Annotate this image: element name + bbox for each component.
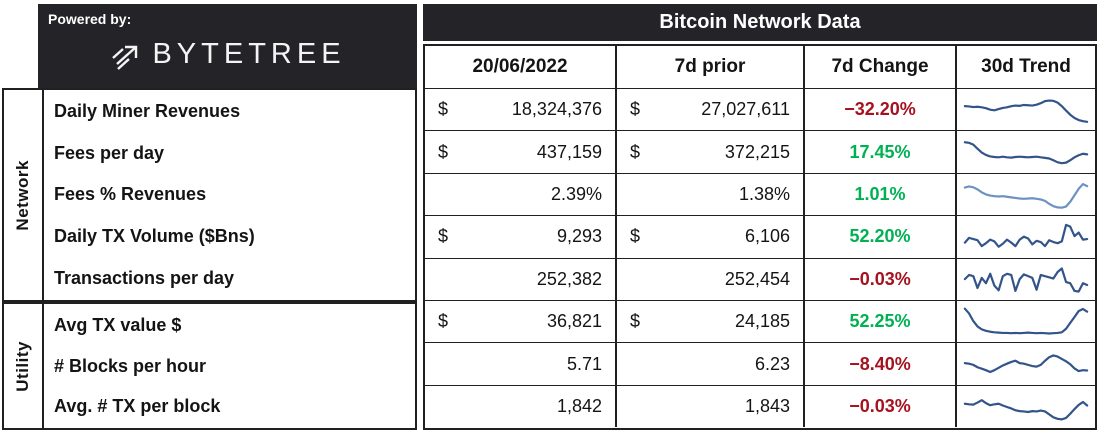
trend-cell xyxy=(955,299,1095,343)
value-number: 437,159 xyxy=(536,141,602,162)
currency-symbol: $ xyxy=(438,141,449,162)
value-number: 18,324,376 xyxy=(511,99,602,120)
column-header-date: 20/06/2022 xyxy=(472,56,568,77)
value-number: 2.39% xyxy=(550,183,602,204)
metric-label: Avg. # TX per block xyxy=(54,396,221,417)
bytetree-arrow-icon xyxy=(112,45,138,70)
currency-symbol: $ xyxy=(630,311,641,332)
change-cell: −0.03% xyxy=(803,257,955,300)
group-utility: Utility Avg TX value $ # Blocks per hour A… xyxy=(2,302,417,430)
value-cell-prior: $27,027,611 xyxy=(615,88,803,131)
change-cell: 1.01% xyxy=(803,172,955,216)
value-cell-prior: $372,215 xyxy=(615,130,803,173)
value-cell-prior: $24,185 xyxy=(615,299,803,343)
metric-label: Fees % Revenues xyxy=(54,184,207,205)
value-number: 1,843 xyxy=(744,395,790,416)
metric-label: Transactions per day xyxy=(54,267,235,288)
change-cell: 52.25% xyxy=(803,299,955,343)
trend-sparkline xyxy=(961,303,1091,340)
column-header-7d-prior: 7d prior xyxy=(615,46,803,88)
column-header-7d-change: 7d Change xyxy=(803,46,955,88)
trend-sparkline xyxy=(961,388,1091,425)
trend-sparkline xyxy=(961,133,1091,170)
trend-sparkline xyxy=(961,91,1091,128)
network-metric-labels: Daily Miner Revenues Fees per day Fees % R… xyxy=(44,90,415,300)
value-number: 252,454 xyxy=(724,268,790,289)
currency-symbol: $ xyxy=(630,99,641,120)
trend-cell xyxy=(955,257,1095,300)
trend-cell xyxy=(955,172,1095,216)
trend-sparkline xyxy=(961,261,1091,298)
trend-cell xyxy=(955,130,1095,173)
value-cell-prior: 1.38% xyxy=(615,172,803,216)
value-cell-current: $36,821 xyxy=(425,299,615,342)
value-cell-current: 252,382 xyxy=(425,257,615,300)
trend-cell xyxy=(955,88,1095,131)
value-cell-prior: 252,454 xyxy=(615,257,803,300)
value-number: 36,821 xyxy=(546,311,602,332)
value-cell-current: $437,159 xyxy=(425,130,615,172)
value-cell-prior: 1,843 xyxy=(615,384,803,428)
change-cell: 52.20% xyxy=(803,215,955,258)
value-cell-prior: 6.23 xyxy=(615,342,803,385)
trend-cell xyxy=(955,384,1095,428)
column-header-30d-trend: 30d Trend xyxy=(955,46,1095,88)
trend-cell xyxy=(955,342,1095,385)
value-cell-current: 2.39% xyxy=(425,172,615,215)
bytetree-logo-text: BYTETREE xyxy=(152,38,346,70)
powered-by-label: Powered by: xyxy=(48,11,132,27)
change-cell: −8.40% xyxy=(803,342,955,385)
table-title: Bitcoin Network Data xyxy=(423,4,1097,41)
value-number: 252,382 xyxy=(536,268,602,289)
trend-cell xyxy=(955,215,1095,258)
value-number: 27,027,611 xyxy=(701,99,790,120)
group-network: Network Daily Miner Revenues Fees per day… xyxy=(2,88,417,302)
value-number: 24,185 xyxy=(734,311,790,332)
currency-symbol: $ xyxy=(630,226,641,247)
change-cell: −0.03% xyxy=(803,384,955,428)
group-label-utility: Utility xyxy=(4,304,44,428)
value-number: 6.23 xyxy=(754,353,790,374)
value-number: 372,215 xyxy=(724,141,790,162)
currency-symbol: $ xyxy=(438,226,449,247)
value-cell-current: 5.71 xyxy=(425,342,615,384)
value-number: 9,293 xyxy=(556,226,602,247)
powered-by-panel: Powered by: BYTETREE xyxy=(38,4,417,88)
bytetree-logo: BYTETREE xyxy=(38,38,417,71)
value-cell-current: $9,293 xyxy=(425,215,615,257)
metric-label: Daily TX Volume ($Bns) xyxy=(54,226,255,247)
value-cell-prior: $6,106 xyxy=(615,215,803,258)
trend-sparkline xyxy=(961,218,1091,255)
metric-label: Daily Miner Revenues xyxy=(54,101,241,122)
value-cell-current: 1,842 xyxy=(425,384,615,427)
value-number: 1.38% xyxy=(738,183,790,204)
value-number: 6,106 xyxy=(744,226,790,247)
currency-symbol: $ xyxy=(438,311,449,332)
value-number: 1,842 xyxy=(556,395,602,416)
trend-sparkline xyxy=(961,176,1091,213)
value-number: 5.71 xyxy=(566,353,602,374)
trend-sparkline xyxy=(961,345,1091,382)
utility-metric-labels: Avg TX value $ # Blocks per hour Avg. # TX… xyxy=(44,304,415,428)
currency-symbol: $ xyxy=(438,99,449,120)
data-table: 20/06/2022 7d prior 7d Change 30d Trend … xyxy=(423,44,1097,430)
metric-label: # Blocks per hour xyxy=(54,355,207,376)
metric-label: Avg TX value $ xyxy=(54,314,182,335)
change-cell: 17.45% xyxy=(803,130,955,173)
value-cell-current: $18,324,376 xyxy=(425,88,615,130)
metric-label: Fees per day xyxy=(54,142,165,163)
group-label-network: Network xyxy=(4,90,44,300)
currency-symbol: $ xyxy=(630,141,641,162)
change-cell: −32.20% xyxy=(803,88,955,131)
